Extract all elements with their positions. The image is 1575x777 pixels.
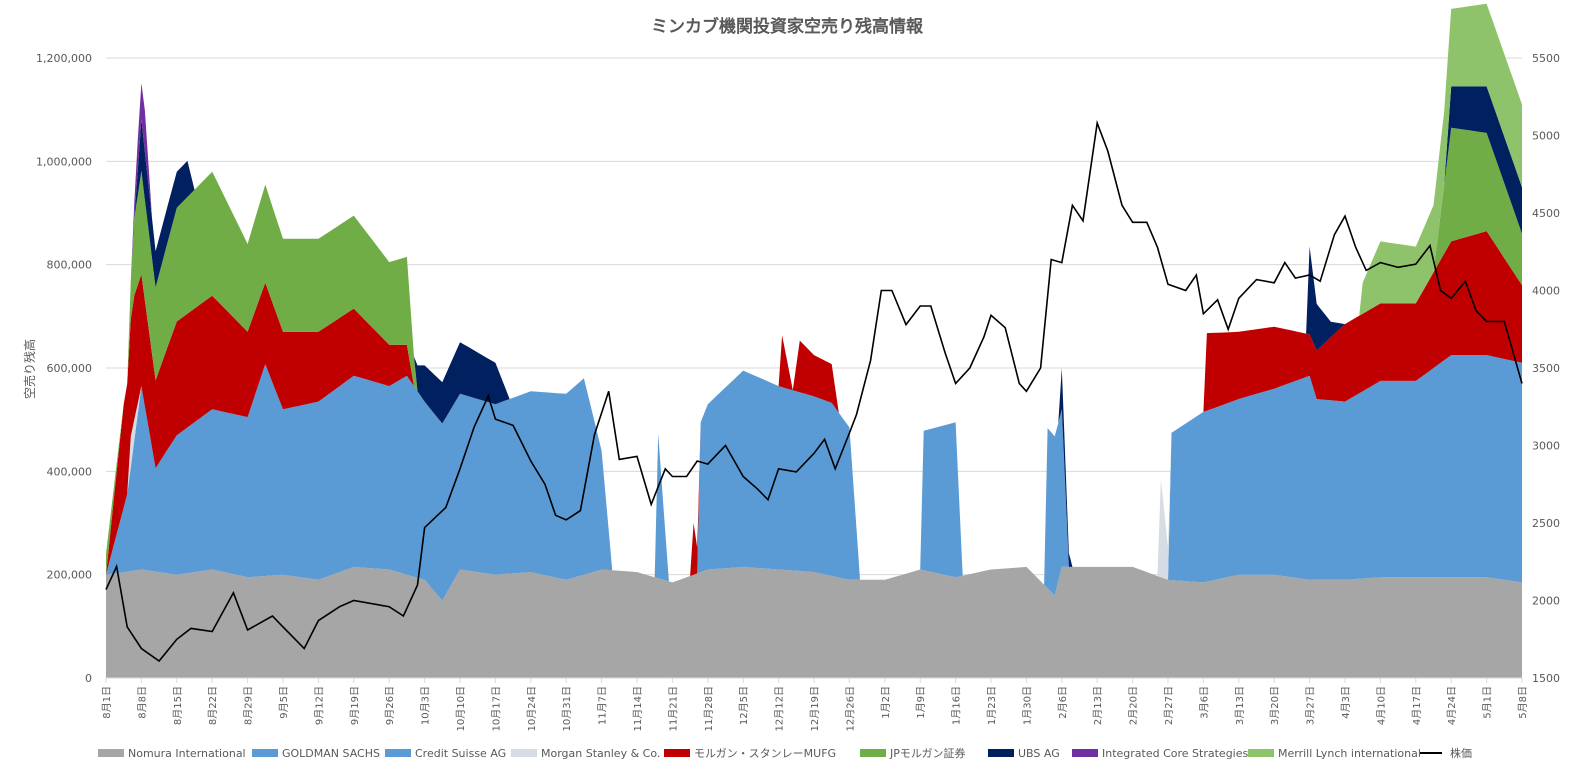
x-tick-label: 2月27日 [1163,686,1175,725]
y-axis-right: 1500 2000 2500 3000 3500 4000 4500 5000 5500 [1532,52,1560,685]
legend-label: Morgan Stanley & Co. [541,747,660,760]
x-tick-label: 9月26日 [384,686,396,725]
legend-label: GOLDMAN SACHS [282,747,380,760]
legend-item: Integrated Core Strategies [1072,747,1249,760]
x-tick-label: 3月6日 [1198,686,1210,719]
x-tick-label: 3月27日 [1305,686,1317,725]
legend-swatch [252,749,278,757]
y2-tick-label: 4000 [1532,285,1560,298]
x-tick-label: 4月17日 [1411,686,1423,725]
x-tick-label: 2月13日 [1092,686,1104,725]
legend-swatch [1248,749,1274,757]
x-tick-label: 4月24日 [1446,686,1458,725]
legend-swatch [98,749,124,757]
x-tick-label: 11月14日 [632,686,644,731]
y2-tick-label: 3000 [1532,440,1560,453]
price-line-group [105,119,1523,663]
x-tick-label: 11月28日 [703,686,715,731]
legend-swatch [860,749,886,757]
x-tick-label: 1月16日 [951,686,963,725]
x-tick-label: 11月7日 [597,686,609,725]
x-tick-label: 2月20日 [1128,686,1140,725]
legend-item: モルガン・スタンレーMUFG [664,747,836,760]
legend: Nomura International GOLDMAN SACHS Credit … [98,746,1472,760]
x-tick-label: 10月17日 [490,686,502,731]
x-tick-label: 2月6日 [1057,686,1069,719]
y2-tick-label: 4500 [1532,207,1560,220]
y-axis-left: 0 200,000 400,000 600,000 800,000 1,000,000 1,… [36,52,92,685]
y2-tick-label: 1500 [1532,672,1560,685]
legend-label: UBS AG [1018,747,1060,760]
x-tick-label: 8月29日 [243,686,255,725]
x-tick-label: 1月2日 [880,686,892,719]
x-tick-label: 8月22日 [207,686,219,725]
legend-item: JPモルガン証券 [860,746,966,760]
x-tick-label: 12月12日 [774,686,786,731]
x-tick-label: 10月10日 [455,686,467,731]
legend-label: JPモルガン証券 [889,746,966,760]
x-tick-label: 8月15日 [172,686,184,725]
price-line [105,119,1523,663]
legend-swatch [1072,749,1098,757]
x-tick-label: 9月12日 [313,686,325,725]
x-axis: 8月1日 8月8日 8月15日 8月22日 8月29日 9月5日 9月12日 9月19日 9月2… [101,677,1529,731]
legend-label: Integrated Core Strategies [1102,747,1249,760]
y-tick-label: 400,000 [47,465,93,478]
x-tick-label: 3月20日 [1269,686,1281,725]
x-tick-label: 10月24日 [526,686,538,731]
x-tick-label: 8月1日 [101,686,113,719]
x-tick-label: 9月19日 [349,686,361,725]
legend-label: Nomura International [128,747,246,760]
legend-item: 株価 [1420,746,1472,760]
x-tick-label: 12月19日 [809,686,821,731]
legend-swatch [988,749,1014,757]
area-series [106,3,1522,678]
legend-item: Morgan Stanley & Co. [511,747,660,760]
y-tick-label: 600,000 [47,362,93,375]
y2-tick-label: 2500 [1532,517,1560,530]
x-tick-label: 3月13日 [1234,686,1246,725]
legend-label: モルガン・スタンレーMUFG [694,747,836,760]
legend-swatch [664,749,690,757]
y-tick-label: 1,200,000 [36,52,92,65]
x-tick-label: 4月10日 [1375,686,1387,725]
y2-tick-label: 2000 [1532,595,1560,608]
x-tick-label: 4月3日 [1340,686,1352,719]
legend-item: GOLDMAN SACHS [252,747,380,760]
y-tick-label: 1,000,000 [36,155,92,168]
y-axis-title: 空売り残高 [22,339,37,399]
legend-item: Nomura International [98,747,246,760]
legend-item: UBS AG [988,747,1060,760]
legend-label: Credit Suisse AG [415,747,506,760]
x-tick-label: 1月30日 [1021,686,1033,725]
x-tick-label: 5月8日 [1517,686,1529,719]
area-credit-suisse-ag [106,355,1522,601]
x-tick-label: 9月5日 [278,686,290,719]
legend-swatch [385,749,411,757]
x-tick-label: 1月23日 [986,686,998,725]
x-tick-label: 12月26日 [844,686,856,731]
y2-tick-label: 5000 [1532,130,1560,143]
legend-label: Merrill Lynch international [1278,747,1421,760]
legend-label: 株価 [1450,746,1472,760]
y-tick-label: 800,000 [47,259,93,272]
x-tick-label: 10月31日 [561,686,573,731]
x-tick-label: 5月1日 [1482,686,1494,719]
x-tick-label: 1月9日 [915,686,927,719]
chart-title: ミンカブ機関投資家空売り残高情報 [651,16,924,37]
legend-item: Merrill Lynch international [1248,747,1421,760]
y2-tick-label: 5500 [1532,52,1560,65]
y-tick-label: 0 [85,672,92,685]
y-tick-label: 200,000 [47,569,93,582]
legend-item: Credit Suisse AG [385,747,506,760]
y2-tick-label: 3500 [1532,362,1560,375]
x-tick-label: 12月5日 [738,686,750,725]
x-tick-label: 8月8日 [136,686,148,719]
x-tick-label: 10月3日 [420,686,432,725]
area-nomura-international [106,566,1522,678]
x-tick-label: 11月21日 [667,686,679,731]
legend-swatch [511,749,537,757]
